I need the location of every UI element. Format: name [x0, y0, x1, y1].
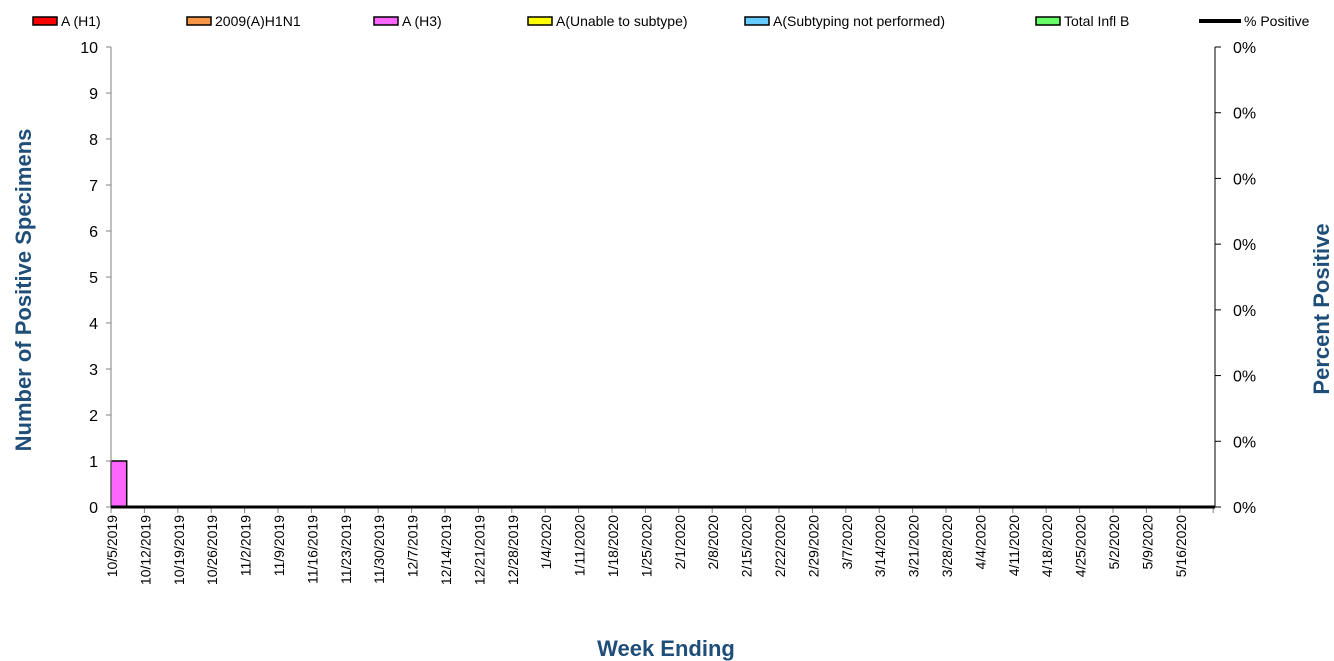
- y-tick-label-5: 5: [89, 270, 98, 287]
- x-tick-label-9: 12/7/2019: [405, 515, 421, 577]
- y-tick-label-7: 7: [89, 178, 98, 195]
- legend-swatch-5: [1035, 16, 1061, 26]
- legend-swatch-2: [373, 16, 399, 26]
- x-tick-label-18: 2/8/2020: [705, 515, 721, 570]
- y2-tick-label-4: 0%: [1233, 237, 1256, 254]
- x-tick-label-25: 3/28/2020: [939, 515, 955, 577]
- legend-label-3: A(Unable to subtype): [556, 13, 688, 29]
- y2-tick-label-5: 0%: [1233, 171, 1256, 188]
- legend-label-2: A (H3): [402, 13, 442, 29]
- x-tick-label-1: 10/12/2019: [137, 515, 153, 585]
- bars-layer: [110, 460, 128, 508]
- x-tick-label-14: 1/11/2020: [572, 515, 588, 576]
- x-tick-label-28: 4/18/2020: [1039, 515, 1055, 577]
- x-tick-label-30: 5/2/2020: [1106, 515, 1122, 570]
- x-axis-title: Week Ending: [597, 636, 735, 661]
- legend-label-1: 2009(A)H1N1: [215, 13, 301, 29]
- x-tick-label-17: 2/1/2020: [672, 515, 688, 570]
- y-tick-label-3: 3: [89, 362, 98, 379]
- x-tick-label-22: 3/7/2020: [839, 515, 855, 570]
- x-tick-label-27: 4/11/2020: [1006, 515, 1022, 576]
- legend-label-percent: % Positive: [1244, 13, 1310, 29]
- ticks-layer: 0 1 2 3 4 5 6 7 8 9 10 0% 0% 0% 0% 0% 0% 0% 0% 10/5/2019 10/…: [80, 40, 1256, 585]
- x-tick-label-10: 12/14/2019: [438, 515, 454, 585]
- y2-tick-label-0: 0%: [1233, 500, 1256, 517]
- x-tick-label-15: 1/18/2020: [605, 515, 621, 577]
- x-tick-label-20: 2/22/2020: [772, 515, 788, 577]
- legend-swatch-0: [32, 16, 58, 26]
- x-tick-label-16: 1/25/2020: [638, 515, 654, 577]
- x-tick-label-23: 3/14/2020: [872, 515, 888, 577]
- x-tick-label-6: 11/16/2019: [304, 515, 320, 584]
- y-tick-label-10: 10: [80, 40, 98, 57]
- x-tick-label-31: 5/9/2020: [1139, 515, 1155, 570]
- x-tick-label-19: 2/15/2020: [739, 515, 755, 577]
- x-tick-label-29: 4/25/2020: [1073, 515, 1089, 577]
- legend-label-0: A (H1): [61, 13, 101, 29]
- y2-tick-label-3: 0%: [1233, 303, 1256, 320]
- y2-tick-label-1: 0%: [1233, 434, 1256, 451]
- legend-swatch-3: [527, 16, 553, 26]
- legend: A (H1) 2009(A)H1N1 A (H3) A(Unable to subty…: [32, 13, 1310, 29]
- x-tick-label-26: 4/4/2020: [972, 515, 988, 570]
- x-tick-label-12: 12/28/2019: [505, 515, 521, 585]
- y2-tick-label-2: 0%: [1233, 369, 1256, 386]
- x-tick-label-13: 1/4/2020: [538, 515, 554, 570]
- bar-2-0: [110, 460, 128, 508]
- y-tick-label-6: 6: [89, 224, 98, 241]
- y2-tick-label-7: 0%: [1233, 40, 1256, 57]
- y-axis-title: Number of Positive Specimens: [11, 129, 36, 452]
- x-tick-label-8: 11/30/2019: [371, 515, 387, 584]
- y-tick-label-8: 8: [89, 132, 98, 149]
- y2-tick-label-6: 0%: [1233, 106, 1256, 123]
- legend-swatch-1: [186, 16, 212, 26]
- y-tick-label-2: 2: [89, 408, 98, 425]
- legend-label-5: Total Infl B: [1064, 13, 1129, 29]
- x-tick-label-32: 5/16/2020: [1173, 515, 1189, 577]
- x-tick-label-4: 11/2/2019: [238, 515, 254, 576]
- y-tick-label-9: 9: [89, 86, 98, 103]
- x-tick-label-24: 3/21/2020: [906, 515, 922, 577]
- axes-layer: [110, 47, 1216, 508]
- x-tick-label-5: 11/9/2019: [271, 515, 287, 576]
- legend-label-4: A(Subtyping not performed): [773, 13, 945, 29]
- y2-axis-title: Percent Positive: [1309, 223, 1334, 394]
- x-tick-label-21: 2/29/2020: [805, 515, 821, 577]
- legend-swatch-4: [744, 16, 770, 26]
- y-tick-label-1: 1: [89, 454, 98, 471]
- y-tick-label-4: 4: [89, 316, 98, 333]
- y-tick-label-0: 0: [89, 500, 98, 517]
- x-tick-label-3: 10/26/2019: [204, 515, 220, 585]
- x-tick-label-11: 12/21/2019: [471, 515, 487, 585]
- x-tick-label-0: 10/5/2019: [104, 515, 120, 577]
- x-tick-label-7: 11/23/2019: [338, 515, 354, 584]
- x-tick-label-2: 10/19/2019: [171, 515, 187, 585]
